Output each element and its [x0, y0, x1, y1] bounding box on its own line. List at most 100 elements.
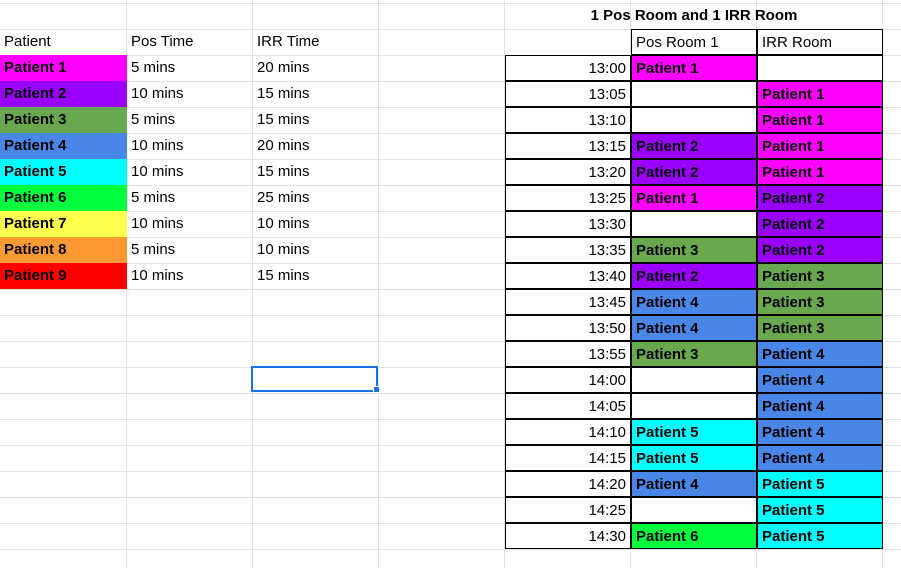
- time-cell[interactable]: 13:05: [505, 81, 631, 107]
- time-cell[interactable]: 13:10: [505, 107, 631, 133]
- pos-room-slot[interactable]: Patient 5: [631, 445, 757, 471]
- pos-room-slot[interactable]: Patient 2: [631, 159, 757, 185]
- time-cell[interactable]: 13:55: [505, 341, 631, 367]
- irr-time-cell[interactable]: 15 mins: [257, 163, 310, 180]
- header-pos-room[interactable]: Pos Room 1: [631, 29, 757, 55]
- schedule-title[interactable]: 1 Pos Room and 1 IRR Room: [590, 7, 798, 24]
- pos-time-cell[interactable]: 10 mins: [131, 137, 184, 154]
- time-cell[interactable]: 14:25: [505, 497, 631, 523]
- irr-time-cell[interactable]: 10 mins: [257, 241, 310, 258]
- time-cell[interactable]: 13:25: [505, 185, 631, 211]
- irr-room-slot[interactable]: Patient 4: [757, 393, 883, 419]
- pos-time-cell[interactable]: 5 mins: [131, 241, 176, 258]
- irr-room-slot[interactable]: Patient 3: [757, 263, 883, 289]
- patient-name-cell[interactable]: Patient 8: [0, 237, 127, 263]
- time-cell[interactable]: 14:10: [505, 419, 631, 445]
- pos-time-cell[interactable]: 10 mins: [131, 215, 184, 232]
- pos-room-slot[interactable]: [631, 81, 757, 107]
- selected-cell[interactable]: [251, 366, 378, 392]
- pos-room-slot[interactable]: Patient 4: [631, 289, 757, 315]
- irr-room-slot[interactable]: Patient 4: [757, 341, 883, 367]
- irr-room-slot[interactable]: Patient 1: [757, 81, 883, 107]
- pos-time-cell[interactable]: 10 mins: [131, 85, 184, 102]
- fill-handle[interactable]: [373, 386, 380, 393]
- pos-room-slot[interactable]: Patient 6: [631, 523, 757, 549]
- grid-row-line: [0, 549, 901, 550]
- header-pos-time[interactable]: Pos Time: [131, 33, 194, 50]
- patient-name-cell[interactable]: Patient 2: [0, 81, 127, 107]
- header-irr-room[interactable]: IRR Room: [757, 29, 883, 55]
- pos-room-slot[interactable]: [631, 367, 757, 393]
- irr-time-cell[interactable]: 25 mins: [257, 189, 310, 206]
- irr-room-slot[interactable]: Patient 4: [757, 367, 883, 393]
- irr-time-cell[interactable]: 15 mins: [257, 267, 310, 284]
- grid-row-line: [0, 211, 901, 212]
- irr-room-slot[interactable]: Patient 1: [757, 133, 883, 159]
- patient-name-cell[interactable]: Patient 7: [0, 211, 127, 237]
- pos-room-slot[interactable]: [631, 107, 757, 133]
- pos-time-cell[interactable]: 10 mins: [131, 163, 184, 180]
- time-cell[interactable]: 13:35: [505, 237, 631, 263]
- irr-room-slot[interactable]: Patient 4: [757, 419, 883, 445]
- header-patient[interactable]: Patient: [4, 33, 51, 50]
- patient-name-cell[interactable]: Patient 3: [0, 107, 127, 133]
- patient-name-cell[interactable]: Patient 9: [0, 263, 127, 289]
- irr-room-slot[interactable]: [757, 55, 883, 81]
- pos-time-cell[interactable]: 5 mins: [131, 189, 176, 206]
- grid-row-line: [0, 289, 901, 290]
- pos-room-slot[interactable]: Patient 4: [631, 315, 757, 341]
- pos-room-slot[interactable]: Patient 5: [631, 419, 757, 445]
- time-cell[interactable]: 14:20: [505, 471, 631, 497]
- irr-room-slot[interactable]: Patient 4: [757, 445, 883, 471]
- pos-room-slot[interactable]: Patient 1: [631, 55, 757, 81]
- irr-room-slot[interactable]: Patient 5: [757, 523, 883, 549]
- grid-col-line: [252, 0, 253, 568]
- grid-row-line: [0, 315, 901, 316]
- pos-time-cell[interactable]: 10 mins: [131, 267, 184, 284]
- irr-room-slot[interactable]: Patient 2: [757, 211, 883, 237]
- patient-name-cell[interactable]: Patient 4: [0, 133, 127, 159]
- pos-room-slot[interactable]: Patient 1: [631, 185, 757, 211]
- irr-time-cell[interactable]: 20 mins: [257, 59, 310, 76]
- pos-room-slot[interactable]: Patient 3: [631, 237, 757, 263]
- irr-room-slot[interactable]: Patient 1: [757, 159, 883, 185]
- irr-time-cell[interactable]: 20 mins: [257, 137, 310, 154]
- pos-room-slot[interactable]: Patient 4: [631, 471, 757, 497]
- time-cell[interactable]: 13:45: [505, 289, 631, 315]
- irr-room-slot[interactable]: Patient 3: [757, 289, 883, 315]
- pos-room-slot[interactable]: [631, 497, 757, 523]
- irr-time-cell[interactable]: 15 mins: [257, 111, 310, 128]
- pos-room-slot[interactable]: Patient 2: [631, 263, 757, 289]
- header-irr-time[interactable]: IRR Time: [257, 33, 320, 50]
- patient-name-cell[interactable]: Patient 5: [0, 159, 127, 185]
- irr-room-slot[interactable]: Patient 5: [757, 471, 883, 497]
- irr-room-slot[interactable]: Patient 1: [757, 107, 883, 133]
- irr-time-cell[interactable]: 15 mins: [257, 85, 310, 102]
- irr-room-slot[interactable]: Patient 2: [757, 237, 883, 263]
- time-cell[interactable]: 13:50: [505, 315, 631, 341]
- grid-row-line: [0, 81, 901, 82]
- time-cell[interactable]: 13:00: [505, 55, 631, 81]
- pos-time-cell[interactable]: 5 mins: [131, 111, 176, 128]
- grid-row-line: [0, 445, 901, 446]
- patient-name-cell[interactable]: Patient 1: [0, 55, 127, 81]
- irr-room-slot[interactable]: Patient 2: [757, 185, 883, 211]
- time-cell[interactable]: 14:00: [505, 367, 631, 393]
- time-cell[interactable]: 13:15: [505, 133, 631, 159]
- time-cell[interactable]: 14:30: [505, 523, 631, 549]
- irr-room-slot[interactable]: Patient 5: [757, 497, 883, 523]
- irr-room-slot[interactable]: Patient 3: [757, 315, 883, 341]
- pos-room-slot[interactable]: Patient 2: [631, 133, 757, 159]
- pos-time-cell[interactable]: 5 mins: [131, 59, 176, 76]
- pos-room-slot[interactable]: [631, 211, 757, 237]
- irr-time-cell[interactable]: 10 mins: [257, 215, 310, 232]
- time-cell[interactable]: 13:20: [505, 159, 631, 185]
- time-cell[interactable]: 14:15: [505, 445, 631, 471]
- pos-room-slot[interactable]: [631, 393, 757, 419]
- pos-room-slot[interactable]: Patient 3: [631, 341, 757, 367]
- grid-row-line: [0, 419, 901, 420]
- time-cell[interactable]: 13:30: [505, 211, 631, 237]
- time-cell[interactable]: 13:40: [505, 263, 631, 289]
- time-cell[interactable]: 14:05: [505, 393, 631, 419]
- patient-name-cell[interactable]: Patient 6: [0, 185, 127, 211]
